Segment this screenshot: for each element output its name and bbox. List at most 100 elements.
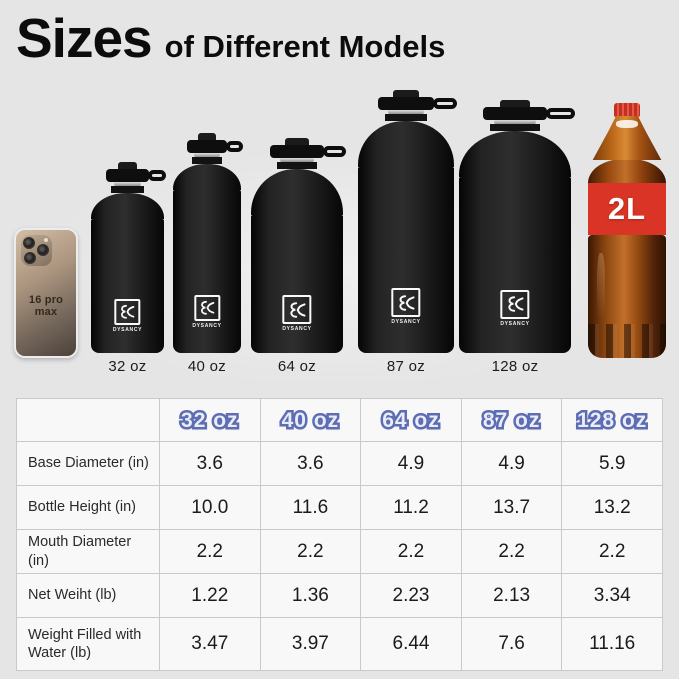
cap-handle-icon: [546, 108, 575, 119]
camera-flash-icon: [44, 238, 48, 242]
steel-collar: [194, 153, 220, 157]
table-value-r3c4: 3.34: [562, 574, 662, 617]
table-value-r1c1: 11.6: [260, 486, 361, 529]
table-value-r1c2: 11.2: [361, 486, 461, 529]
row-label: Weight Filled with Water (lb): [17, 618, 159, 670]
bottle-cap: [378, 90, 458, 110]
phone-model-label: 16 pro max: [28, 294, 64, 318]
steel-collar: [279, 158, 315, 162]
bottle-product-32oz: DYSANCY 32 oz: [91, 162, 167, 380]
table-value-r2c4: 2.2: [562, 530, 662, 573]
cap-handle-icon: [322, 146, 347, 157]
cap-spout: [500, 100, 530, 107]
table-value-r3c3: 2.13: [461, 574, 562, 617]
cola-bottle-2l: 2L: [588, 103, 666, 358]
cap-lid: [270, 145, 324, 158]
table-value-r0c1: 3.6: [260, 442, 361, 485]
bottle-size-label: 64 oz: [277, 358, 317, 375]
bottle-neck: [111, 186, 144, 193]
table-value-r1c4: 13.2: [562, 486, 662, 529]
bottle-neck: [384, 114, 428, 121]
table-value-r4c3: 7.6: [461, 618, 562, 670]
bottle-87oz: DYSANCY: [358, 90, 458, 353]
brand-logo-icon: [114, 298, 141, 325]
cap-lid: [378, 97, 434, 110]
cap-handle-icon: [432, 98, 458, 109]
brand-name: DYSANCY: [112, 326, 143, 333]
bottle-product-128oz: DYSANCY 128 oz: [459, 100, 575, 380]
bottle-body: DYSANCY: [251, 215, 343, 353]
cap-lid: [106, 169, 149, 182]
bottle-128oz: DYSANCY: [459, 100, 575, 353]
steel-collar: [113, 182, 142, 186]
brand-logo-icon: [391, 288, 421, 318]
table-value-r4c2: 6.44: [361, 618, 461, 670]
cola-body: [588, 235, 666, 358]
row-label: Mouth Diameter (in): [17, 530, 159, 573]
cap-spout: [284, 138, 310, 145]
bottle-body: DYSANCY: [358, 167, 454, 353]
bottle-product-87oz: DYSANCY 87 oz: [358, 90, 458, 380]
brand-name: DYSANCY: [500, 320, 530, 327]
table-value-r1c3: 13.7: [461, 486, 562, 529]
cap-spout: [393, 90, 419, 97]
spec-table: 32 oz 32 oz 40 oz 40 oz 64 oz 64 oz 87 oz 87 oz…: [16, 398, 663, 671]
bottle-shoulder: [173, 164, 241, 190]
bottle-shoulder: [251, 169, 343, 215]
brand-logo: DYSANCY: [391, 288, 421, 326]
bottle-32oz: DYSANCY: [91, 162, 167, 353]
cap-handle-icon: [225, 141, 244, 152]
table-value-r2c3: 2.2: [461, 530, 562, 573]
brand-logo: DYSANCY: [112, 298, 143, 333]
brand-logo: DYSANCY: [282, 295, 312, 333]
brand-logo-icon: [193, 294, 220, 321]
table-value-r0c3: 4.9: [461, 442, 562, 485]
bottle-size-label: 87 oz: [386, 358, 426, 375]
brand-logo-icon: [500, 289, 530, 319]
bottle-product-64oz: DYSANCY 64 oz: [251, 138, 347, 380]
bottle-cap: [106, 162, 167, 182]
bottle-shoulder: [459, 131, 571, 177]
table-value-r0c2: 4.9: [361, 442, 461, 485]
brand-logo: DYSANCY: [192, 294, 222, 329]
camera-lens-icon: [24, 252, 36, 264]
table-value-r0c4: 5.9: [562, 442, 662, 485]
bottle-body: DYSANCY: [91, 219, 164, 353]
row-label: Net Weiht (lb): [17, 574, 159, 617]
column-header-32oz: 32 oz 32 oz: [160, 399, 260, 441]
camera-lens-icon: [37, 244, 49, 256]
bottle-neck: [490, 124, 540, 131]
bottle-cap: [482, 100, 575, 120]
brand-name: DYSANCY: [192, 322, 222, 329]
steel-collar: [387, 110, 425, 114]
bottle-cap: [270, 138, 347, 158]
column-header-128oz: 128 oz 128 oz: [562, 399, 662, 441]
camera-lens-icon: [23, 237, 35, 249]
row-label: Bottle Height (in): [17, 486, 159, 529]
table-value-r2c0: 2.2: [160, 530, 260, 573]
steel-collar: [493, 120, 537, 124]
cola-shoulder: [588, 159, 666, 183]
cap-lid: [482, 107, 548, 120]
table-value-r1c0: 10.0: [160, 486, 260, 529]
cola-product: 2L: [588, 103, 666, 380]
column-header-87oz: 87 oz 87 oz: [461, 399, 562, 441]
bottle-size-label: 128 oz: [491, 358, 539, 375]
table-value-r3c1: 1.36: [260, 574, 361, 617]
column-header-40oz: 40 oz 40 oz: [260, 399, 361, 441]
bottle-neck: [192, 157, 222, 164]
bottle-size-label: 40 oz: [187, 358, 227, 375]
title-subtitle: of Different Models: [164, 29, 446, 64]
iphone-16-pro-max: 16 pro max: [14, 228, 78, 358]
bottle-neck: [276, 162, 318, 169]
phone-product: 16 pro max: [14, 228, 78, 380]
bottle-shoulder: [91, 193, 164, 219]
table-value-r3c2: 2.23: [361, 574, 461, 617]
brand-name: DYSANCY: [391, 319, 421, 326]
camera-module-icon: [21, 235, 52, 266]
cap-spout: [117, 162, 138, 169]
brand-name: DYSANCY: [282, 326, 312, 333]
cola-cap: [613, 103, 641, 117]
product-lineup: 16 pro max: [0, 88, 679, 380]
